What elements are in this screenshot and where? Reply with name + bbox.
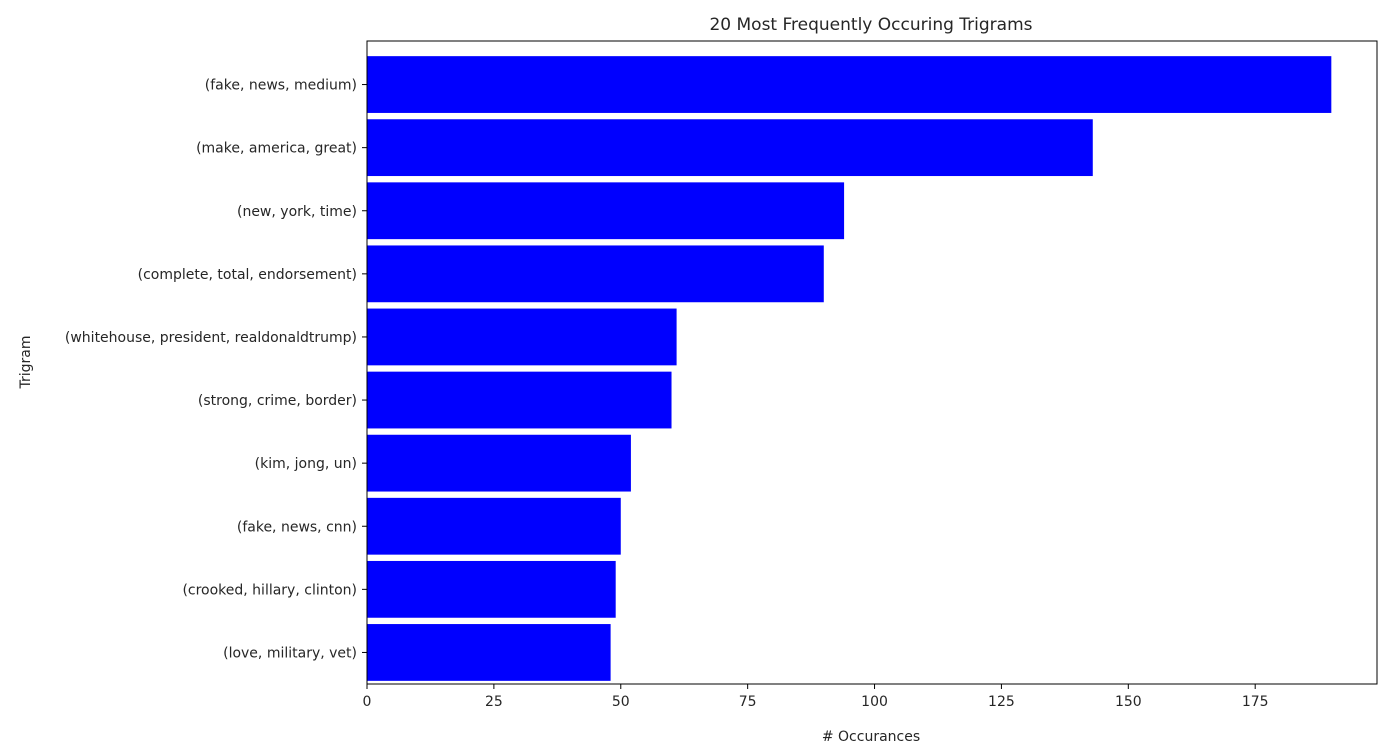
- y-tick-label: (strong, crime, border): [198, 393, 357, 409]
- y-tick-label: (whitehouse, president, realdonaldtrump): [65, 330, 357, 346]
- y-tick-label: (complete, total, endorsement): [138, 267, 357, 283]
- y-axis-label: Trigram: [18, 336, 34, 390]
- x-tick-label: 125: [988, 694, 1015, 710]
- x-tick-label: 0: [363, 694, 372, 710]
- x-tick-label: 25: [485, 694, 503, 710]
- plot-frame: [366, 40, 1378, 685]
- bar: [367, 434, 631, 492]
- bar: [367, 119, 1093, 177]
- y-tick-label: (fake, news, medium): [205, 78, 357, 94]
- x-axis-label: # Occurances: [822, 729, 920, 745]
- y-tick-label: (kim, jong, un): [255, 456, 357, 472]
- y-tick-label: (new, york, time): [237, 204, 357, 220]
- y-tick-label: (love, military, vet): [223, 645, 357, 661]
- bar: [367, 497, 621, 555]
- bar: [367, 560, 616, 618]
- bar: [367, 56, 1332, 113]
- bar: [367, 371, 672, 429]
- x-axis-ticks: 0 25 50 75 100 125 150 175: [363, 684, 1269, 710]
- bars-group: [367, 56, 1332, 681]
- bar: [367, 308, 677, 366]
- bar: [367, 624, 611, 681]
- y-tick-label: (crooked, hillary, clinton): [182, 582, 357, 598]
- y-axis-ticks: (fake, news, medium) (make, america, grea…: [65, 78, 367, 661]
- x-tick-label: 100: [861, 694, 888, 710]
- x-tick-label: 150: [1115, 694, 1142, 710]
- y-tick-label: (make, america, great): [196, 141, 357, 157]
- x-tick-label: 75: [739, 694, 757, 710]
- bar: [367, 182, 845, 240]
- bar: [367, 245, 824, 303]
- y-tick-label: (fake, news, cnn): [237, 519, 357, 535]
- chart-title: 20 Most Frequently Occuring Trigrams: [709, 15, 1032, 35]
- x-tick-label: 175: [1242, 694, 1269, 710]
- x-tick-label: 50: [612, 694, 630, 710]
